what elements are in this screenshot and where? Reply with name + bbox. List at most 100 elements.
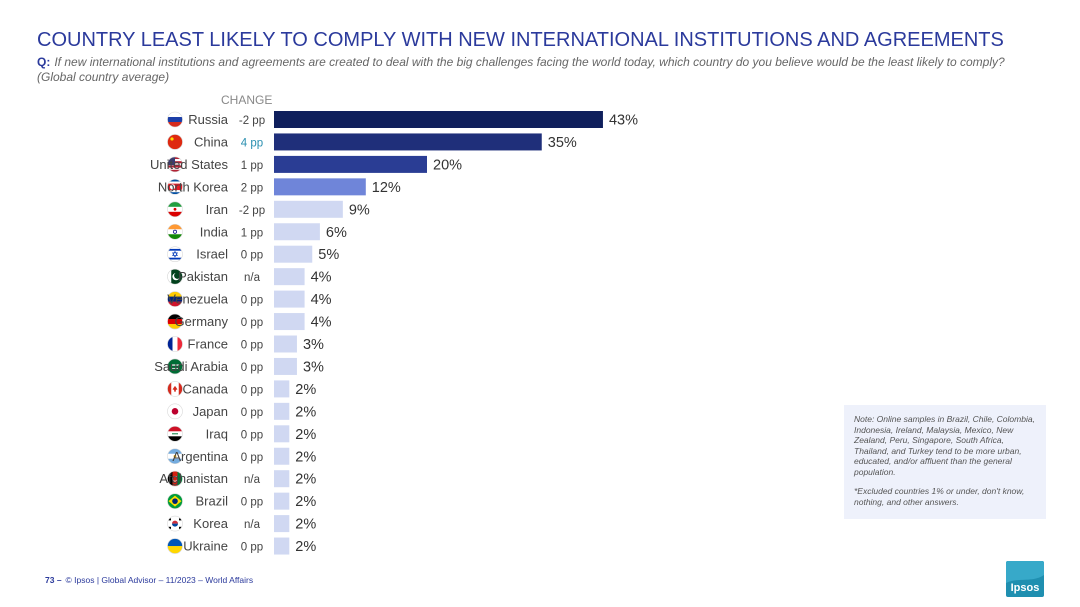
category-label: Israel (196, 247, 228, 262)
category-label: China (194, 134, 229, 149)
value-label: 43% (609, 113, 638, 129)
united-states-flag-icon (167, 156, 183, 173)
bar-row-venezuela: Venezuela 0 pp 4% (167, 290, 332, 308)
value-label: 9% (349, 202, 370, 218)
change-value: 0 pp (241, 429, 263, 441)
change-value: -2 pp (239, 115, 265, 127)
change-value: 0 pp (241, 250, 263, 262)
value-label: 4% (311, 292, 332, 308)
venezuela-flag-icon (167, 291, 183, 307)
germany-flag-icon (167, 313, 183, 330)
survey-question: Q: If new international institutions and … (37, 55, 1037, 85)
bar-japan (274, 402, 290, 420)
change-value: 0 pp (241, 542, 263, 554)
category-label: France (188, 337, 228, 352)
bar-row-brazil: Brazil 0 pp 2% (167, 492, 316, 510)
bar-venezuela (274, 290, 305, 308)
bar-canada (274, 380, 290, 398)
footer-text: © Ipsos | Global Advisor – 11/2023 – Wor… (65, 575, 254, 585)
category-label: Afghanistan (159, 471, 228, 486)
bar-germany (274, 313, 305, 331)
bar-saudi-arabia (274, 357, 297, 375)
bar-ukraine (274, 537, 290, 555)
bar-row-korea: Korea n/a 2% (167, 515, 316, 533)
note-box: Note: Online samples in Brazil, Chile, C… (844, 405, 1046, 519)
value-label: 2% (295, 539, 316, 555)
china-flag-icon (167, 134, 183, 150)
change-value: -2 pp (239, 205, 265, 217)
value-label: 2% (295, 404, 316, 420)
change-value: n/a (244, 519, 261, 531)
iraq-flag-icon (167, 425, 183, 442)
north-korea-flag-icon (167, 179, 183, 195)
bar-india (274, 223, 320, 241)
change-value: 4 pp (241, 137, 263, 149)
excluded-note: *Excluded countries 1% or under, don't k… (854, 486, 1025, 507)
category-label: India (200, 224, 229, 239)
logo-text: Ipsos (1011, 582, 1040, 594)
change-value: 1 pp (241, 227, 263, 239)
bar-israel (274, 245, 313, 263)
value-label: 5% (318, 247, 339, 263)
argentina-flag-icon (167, 448, 183, 465)
change-value: 0 pp (241, 407, 263, 419)
russia-flag-icon (167, 111, 183, 128)
bar-russia (274, 111, 603, 128)
value-label: 2% (295, 449, 316, 465)
bar-united-states (274, 155, 427, 173)
bar-france (274, 335, 297, 353)
france-flag-icon (167, 336, 183, 352)
category-label: Ukraine (183, 539, 228, 554)
bar-korea (274, 515, 290, 533)
bar-row-canada: Canada 0 pp 2% (167, 380, 316, 398)
change-value: 0 pp (241, 317, 263, 329)
bar-row-afghanistan: Afghanistan n/a 2% (159, 470, 316, 488)
category-label: United States (150, 157, 229, 172)
afghanistan-flag-icon (167, 470, 183, 487)
value-label: 35% (548, 135, 577, 151)
bar-brazil (274, 492, 290, 510)
pakistan-flag-icon (167, 268, 183, 285)
saudi-arabia-flag-icon (167, 358, 183, 375)
value-label: 2% (295, 472, 316, 488)
value-label: 3% (303, 337, 324, 353)
change-value: 0 pp (241, 340, 263, 352)
bar-row-united-states: United States 1 pp 20% (150, 155, 462, 173)
value-label: 2% (295, 517, 316, 533)
bar-iraq (274, 425, 290, 443)
change-value: 2 pp (241, 182, 263, 194)
category-label: Pakistan (178, 269, 228, 284)
category-label: Canada (182, 381, 228, 396)
value-label: 2% (295, 427, 316, 443)
change-value: 0 pp (241, 362, 263, 374)
change-value: 0 pp (241, 295, 263, 307)
value-label: 2% (295, 494, 316, 510)
value-label: 6% (326, 225, 347, 241)
bar-row-japan: Japan 0 pp 2% (167, 402, 316, 420)
change-value: 1 pp (241, 160, 263, 172)
category-label: Korea (193, 516, 228, 531)
category-label: North Korea (158, 179, 229, 194)
category-label: Japan (193, 404, 228, 419)
category-label: Argentina (172, 449, 228, 464)
bar-afghanistan (274, 470, 290, 488)
bar-row-argentina: Argentina 0 pp 2% (167, 447, 316, 465)
iran-flag-icon (167, 201, 183, 218)
value-label: 12% (372, 180, 401, 196)
bar-row-china: China 4 pp 35% (167, 133, 577, 151)
korea-flag-icon (167, 515, 183, 532)
page-title: COUNTRY LEAST LIKELY TO COMPLY WITH NEW … (37, 29, 1004, 51)
bar-pakistan (274, 268, 305, 286)
change-value: 0 pp (241, 452, 263, 464)
category-label: Iraq (206, 426, 228, 441)
canada-flag-icon (167, 381, 183, 397)
bar-row-iran: Iran -2 pp 9% (167, 200, 370, 218)
bar-row-saudi-arabia: Saudi Arabia 0 pp 3% (154, 357, 324, 375)
ipsos-logo: Ipsos (1006, 561, 1044, 597)
note-text: Note: Online samples in Brazil, Chile, C… (854, 414, 1035, 477)
category-label: Saudi Arabia (154, 359, 228, 374)
change-value: 0 pp (241, 497, 263, 509)
india-flag-icon (167, 223, 183, 240)
japan-flag-icon (167, 403, 183, 420)
